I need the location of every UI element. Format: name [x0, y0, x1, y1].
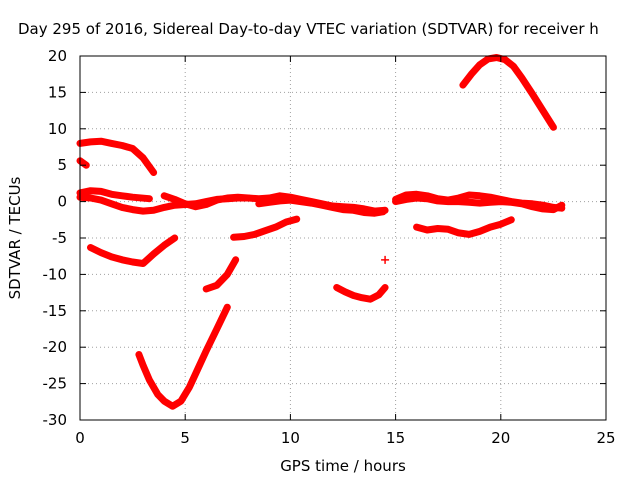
axis-ticks: 0 5 10 15 20 25 -30 -25 -20 -15 -10 -5 0 5 10 15 20	[43, 47, 616, 447]
series-arc-15	[459, 54, 557, 131]
y-tick-label: 0	[57, 193, 67, 211]
y-axis-label: SDTVAR / TECUs	[6, 176, 24, 299]
y-tick-label: 20	[48, 47, 67, 65]
plot-frame	[79, 55, 607, 421]
x-tick-label: 20	[491, 429, 510, 447]
series-arc-14	[413, 216, 515, 238]
x-tick-label: 5	[180, 429, 190, 447]
series-arc-2	[76, 137, 158, 176]
x-tick-label: 10	[281, 429, 300, 447]
data-series	[76, 54, 566, 410]
x-tick-label: 15	[386, 429, 405, 447]
x-tick-label: 25	[596, 429, 615, 447]
series-arc-6	[255, 196, 387, 217]
series-arc-10	[135, 303, 231, 410]
series-arc-1	[76, 157, 90, 169]
series-outlier	[381, 255, 390, 264]
series-arc-3	[76, 187, 153, 203]
series-arc-8	[230, 215, 301, 241]
series-arc-9	[202, 256, 240, 293]
y-tick-label: -15	[43, 302, 68, 320]
y-tick-label: 15	[48, 83, 67, 101]
y-tick-label: -5	[52, 229, 67, 247]
series-arc-11	[333, 284, 389, 303]
y-tick-label: 5	[57, 156, 67, 174]
y-tick-label: -25	[43, 375, 68, 393]
y-tick-label: -10	[43, 265, 68, 283]
chart-title: Day 295 of 2016, Sidereal Day-to-day VTE…	[18, 20, 599, 38]
y-tick-label: -20	[43, 338, 68, 356]
grid	[80, 56, 606, 420]
y-tick-label: 10	[48, 120, 67, 138]
x-tick-label: 0	[75, 429, 85, 447]
x-axis-label: GPS time / hours	[280, 457, 406, 475]
series-arc-7	[87, 234, 179, 267]
series-arc-13	[392, 194, 566, 214]
y-tick-label: -30	[43, 411, 68, 429]
